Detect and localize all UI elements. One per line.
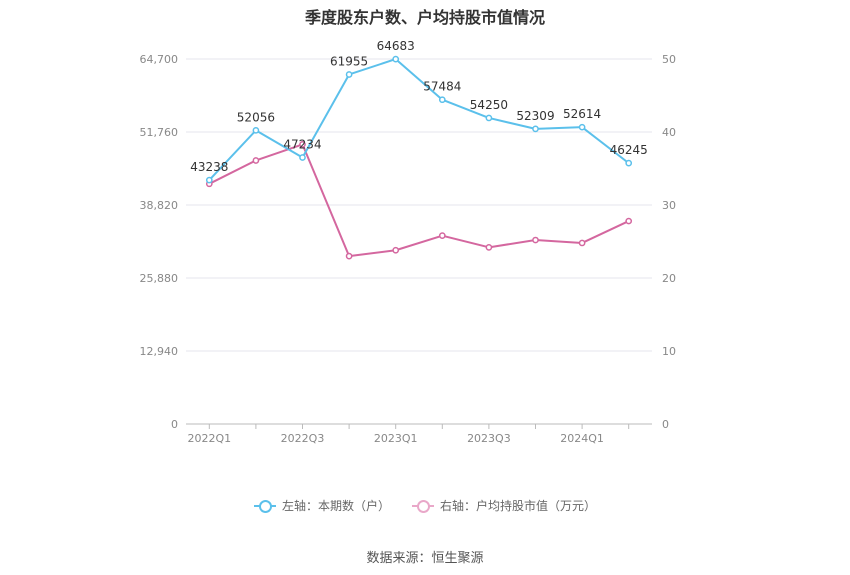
data-point-households	[485, 114, 493, 122]
data-label: 52056	[237, 110, 275, 124]
left-tick-label: 51,760	[140, 126, 179, 139]
right-tick-label: 10	[662, 345, 676, 358]
data-label: 57484	[423, 80, 461, 94]
data-label: 43238	[190, 160, 228, 174]
x-tick-label: 2022Q1	[187, 432, 231, 445]
data-point-households	[299, 154, 306, 161]
series-lines	[205, 55, 633, 260]
data-point-households	[532, 125, 539, 133]
right-tick-label: 0	[662, 418, 669, 431]
data-point-households	[392, 55, 400, 63]
data-point-households	[345, 71, 353, 78]
data-label: 54250	[470, 98, 508, 112]
right-tick-label: 40	[662, 126, 676, 139]
x-tick-label: 2023Q3	[467, 432, 511, 445]
data-label: 61955	[330, 54, 368, 68]
data-point-avg-value	[299, 141, 306, 148]
right-tick-label: 50	[662, 53, 676, 66]
left-tick-label: 38,820	[140, 199, 179, 212]
data-label: 52309	[516, 109, 554, 123]
chart-title: 季度股东户数、户均持股市值情况	[304, 8, 545, 27]
series-line-households	[208, 58, 630, 181]
legend-item-avg-value[interactable]: 右轴：户均持股市值（万元）	[412, 497, 596, 514]
legend-label-avg-value: 右轴：户均持股市值（万元）	[440, 499, 597, 513]
data-point-households	[578, 123, 586, 131]
left-tick-label: 64,700	[140, 53, 179, 66]
data-point-households	[438, 96, 446, 104]
data-label: 46245	[610, 143, 648, 157]
data-point-avg-value	[578, 239, 586, 247]
data-point-avg-value	[345, 252, 353, 260]
left-tick-label: 0	[171, 418, 178, 431]
x-tick-label: 2024Q1	[560, 432, 604, 445]
data-point-avg-value	[532, 236, 539, 244]
data-labels: 43238 52056 47234 61955 64683 57484 54250 52309…	[190, 39, 648, 174]
x-tick-label: 2022Q3	[281, 432, 325, 445]
data-point-avg-value	[625, 217, 633, 225]
legend-label-households: 左轴：本期数（户）	[281, 499, 390, 513]
left-tick-label: 12,940	[140, 345, 179, 358]
right-tick-label: 20	[662, 272, 676, 285]
data-point-households	[252, 126, 260, 134]
data-label: 64683	[377, 39, 415, 53]
grid-lines	[186, 58, 652, 352]
legend-marker-avg-value	[412, 499, 434, 513]
right-tick-label: 30	[662, 199, 676, 212]
data-source: 数据来源：恒生聚源	[366, 551, 484, 566]
legend-item-households[interactable]: 左轴：本期数（户）	[253, 497, 390, 514]
data-point-avg-value	[252, 157, 260, 164]
legend: 左轴：本期数（户） 右轴：户均持股市值（万元）	[0, 497, 850, 514]
data-point-households	[625, 159, 633, 167]
data-label: 47234	[283, 138, 321, 152]
data-label: 52614	[563, 107, 601, 121]
x-tick-label: 2023Q1	[374, 432, 418, 445]
axes: 0 12,940 25,880 38,820 51,760 64,700 0 10 20 30 40…	[140, 53, 677, 445]
data-point-avg-value	[438, 232, 446, 240]
legend-marker-households	[253, 499, 276, 513]
series-line-avg-value	[208, 143, 630, 258]
data-point-households	[205, 176, 213, 184]
data-point-avg-value	[485, 243, 493, 251]
left-tick-label: 25,880	[140, 272, 179, 285]
data-point-avg-value	[392, 246, 400, 254]
